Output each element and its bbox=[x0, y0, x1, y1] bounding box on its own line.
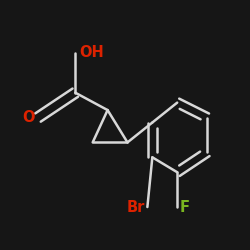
Text: Br: Br bbox=[126, 200, 145, 214]
Text: OH: OH bbox=[79, 46, 104, 60]
Text: F: F bbox=[180, 200, 190, 214]
Text: O: O bbox=[22, 110, 35, 125]
